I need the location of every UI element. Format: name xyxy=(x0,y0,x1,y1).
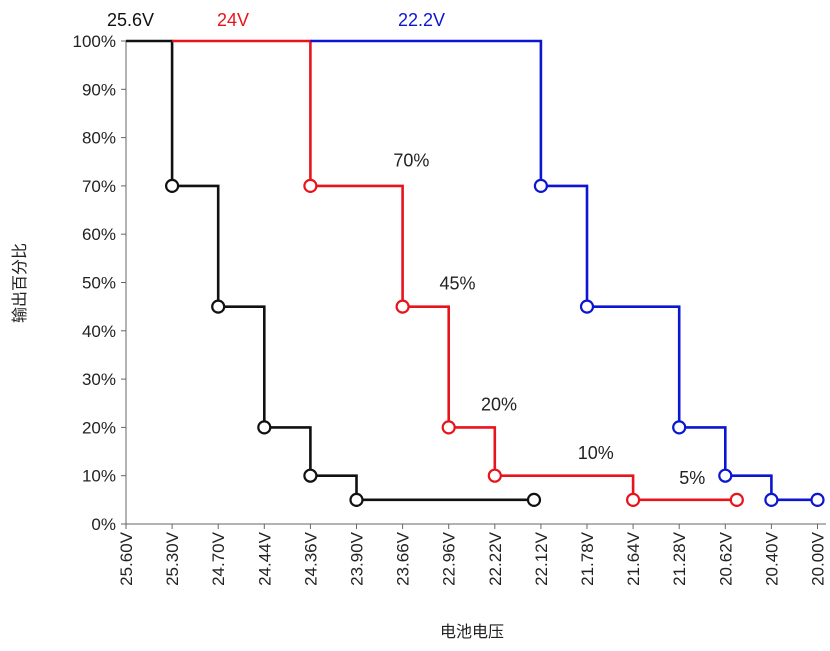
y-tick-label: 40% xyxy=(82,322,116,341)
y-tick-label: 100% xyxy=(73,32,116,51)
legend-entry-0: 25.6V xyxy=(107,10,154,30)
y-tick-label: 80% xyxy=(82,129,116,148)
series-marker xyxy=(303,468,318,483)
annotation-label: 10% xyxy=(578,443,614,463)
annotation-label: 20% xyxy=(481,394,517,414)
x-tick-label: 22.22V xyxy=(486,531,505,586)
x-tick-label: 22.96V xyxy=(440,531,459,586)
x-tick-label: 23.90V xyxy=(348,531,367,586)
series-marker xyxy=(526,492,542,507)
x-tick-label: 20.40V xyxy=(762,531,781,586)
y-tick-label: 60% xyxy=(82,225,116,244)
axes xyxy=(125,41,826,525)
y-tick-label: 20% xyxy=(82,418,116,437)
x-tick-labels: 25.60V 25.30V 24.70V 24.44V 24.36V 23.90V 23.6… xyxy=(117,524,828,586)
x-tick-label: 20.00V xyxy=(809,531,828,586)
series-marker xyxy=(764,492,779,507)
y-tick-label: 90% xyxy=(82,80,116,99)
series-marker xyxy=(718,468,733,483)
series-marker xyxy=(303,178,318,193)
y-tick-label: 70% xyxy=(82,177,116,196)
x-tick-label: 21.28V xyxy=(670,531,689,586)
x-tick-label: 20.62V xyxy=(716,531,735,586)
series-line-0 xyxy=(126,39,534,502)
series-marker xyxy=(625,492,641,507)
series-marker xyxy=(211,299,226,314)
legend-entry-1: 24V xyxy=(217,10,249,30)
x-tick-label: 24.44V xyxy=(255,531,274,586)
series-markers xyxy=(165,178,825,507)
series-marker xyxy=(395,299,410,314)
legend-entry-2: 22.2V xyxy=(398,10,445,30)
series-marker xyxy=(729,492,744,507)
y-tick-label: 0% xyxy=(91,515,116,534)
y-tick-label: 30% xyxy=(82,370,116,389)
x-tick-label: 25.60V xyxy=(117,531,136,586)
series-marker xyxy=(487,468,502,483)
x-tick-label: 22.12V xyxy=(532,531,551,586)
x-tick-label: 23.66V xyxy=(394,531,413,586)
series-marker xyxy=(672,420,687,435)
series-marker xyxy=(257,420,272,435)
series-marker xyxy=(810,492,825,507)
series-marker xyxy=(441,420,456,435)
x-tick-label: 25.30V xyxy=(163,531,182,586)
y-tick-labels: 0% 10% 20% 30% 40% 50% 60% 70% 80% 90% 100% xyxy=(73,32,126,534)
series-lines xyxy=(126,39,818,502)
y-axis-title: 输出百分比 xyxy=(10,243,29,323)
series-marker xyxy=(349,492,364,507)
series-line-1 xyxy=(172,39,737,502)
series-marker xyxy=(165,178,180,193)
x-tick-label: 24.36V xyxy=(301,531,320,586)
annotation-label: 45% xyxy=(439,274,475,294)
annotation-label: 5% xyxy=(679,468,705,488)
series-legend: 25.6V 24V 22.2V xyxy=(107,10,445,30)
series-line-2 xyxy=(310,39,818,502)
x-tick-label: 21.78V xyxy=(578,531,597,586)
x-tick-label: 24.70V xyxy=(209,531,228,586)
series-marker xyxy=(533,178,549,193)
annotation-label: 70% xyxy=(393,151,429,171)
x-tick-label: 21.64V xyxy=(624,531,643,586)
y-tick-label: 10% xyxy=(82,467,116,486)
series-marker xyxy=(579,299,595,314)
y-tick-label: 50% xyxy=(82,274,116,293)
annotations: 70% 45% 20% 10% 5% xyxy=(393,151,705,488)
x-axis-title: 电池电压 xyxy=(440,622,504,641)
